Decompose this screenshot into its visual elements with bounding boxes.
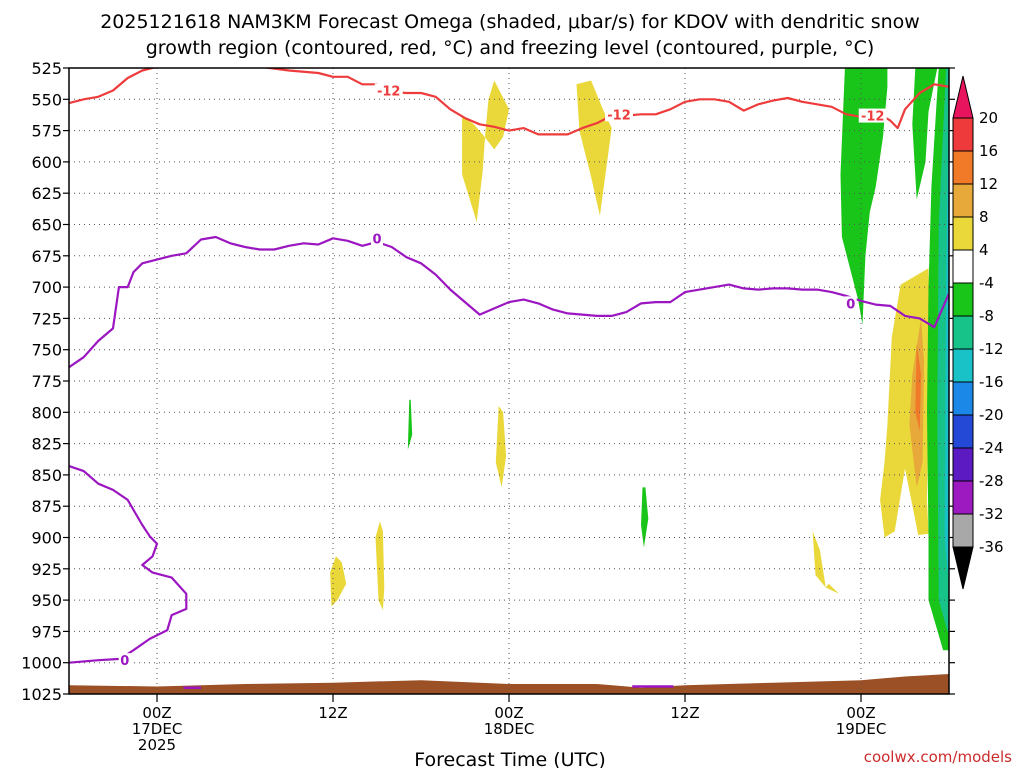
colorbar-swatch: [952, 513, 974, 548]
omega-shading: [330, 68, 949, 651]
y-tick-label: 750: [31, 341, 62, 360]
contour-label-bg: [118, 653, 131, 668]
y-tick-label: 700: [31, 278, 62, 297]
y-tick-label: 800: [31, 403, 62, 422]
colorbar: 20 16 12 8 4 -4 -8 -12 -16 -20 -24 -28 -32 -36: [952, 75, 1004, 590]
freezing-level-contour: [69, 235, 949, 369]
y-tick-label: 950: [31, 591, 62, 610]
colorbar-tick-label: -16: [979, 373, 1004, 391]
y-tick-label: 1000: [21, 654, 62, 673]
omega-shaded-region: [576, 80, 612, 216]
omega-shaded-region: [840, 68, 888, 325]
x-axis-label: Forecast Time (UTC): [414, 749, 605, 768]
omega-shaded-region: [825, 583, 839, 594]
colorbar-tick-label: -28: [979, 472, 1004, 490]
y-tick-label: 1025: [21, 685, 62, 704]
y-tick-label: 825: [31, 435, 62, 454]
x-tick-label: 00Z: [494, 704, 523, 722]
colorbar-tick-label: 4: [979, 241, 989, 259]
contour-label: 0: [372, 232, 381, 247]
chart-title-line1: 2025121618 NAM3KM Forecast Omega (shaded…: [100, 11, 920, 33]
x-tick-label: 17DEC: [132, 720, 183, 738]
colorbar-tick-label: -32: [979, 505, 1004, 523]
colorbar-swatch: [952, 183, 974, 218]
colorbar-tick-label: 8: [979, 208, 989, 226]
omega-shaded-region: [495, 406, 507, 488]
x-tick-label: 19DEC: [836, 720, 887, 738]
y-tick-label: 650: [31, 216, 62, 235]
y-tick-label: 775: [31, 372, 62, 391]
y-tick-label: 600: [31, 153, 62, 172]
colorbar-swatch: [952, 117, 974, 152]
credit-text: coolwx.com/models: [864, 748, 1012, 766]
omega-shaded-region: [944, 68, 949, 588]
colorbar-tick-label: -12: [979, 340, 1004, 358]
y-tick-label: 975: [31, 622, 62, 641]
contour-label: 0: [846, 297, 855, 312]
colorbar-swatch: [952, 414, 974, 449]
colorbar-swatch: [952, 315, 974, 350]
contour-label-bg: [605, 107, 633, 122]
contour-label-bg: [374, 83, 403, 98]
omega-shaded-region: [462, 80, 509, 222]
colorbar-tick-label: -24: [979, 439, 1004, 457]
x-tick-label: 00Z: [846, 704, 875, 722]
colorbar-bottom-arrow: [952, 546, 974, 590]
y-tick-label: 575: [31, 122, 62, 141]
contour-label: -12: [861, 110, 885, 125]
colorbar-tick-label: -36: [979, 538, 1004, 556]
colorbar-swatch: [952, 150, 974, 185]
colorbar-swatch: [952, 249, 974, 284]
colorbar-tick-label: -8: [979, 307, 994, 325]
x-tick-label: 2025: [138, 736, 176, 754]
contour-label-bg: [858, 108, 887, 123]
omega-shaded-region: [641, 487, 649, 548]
colorbar-swatch: [952, 282, 974, 317]
omega-shaded-region: [407, 399, 413, 450]
x-tick-label: 12Z: [670, 704, 699, 722]
colorbar-swatch: [952, 381, 974, 416]
freezing-level-contour: [69, 465, 188, 664]
colorbar-tick-label: 12: [979, 175, 998, 193]
contour-label: -12: [377, 85, 401, 100]
colorbar-swatch: [952, 348, 974, 383]
colorbar-swatch: [952, 480, 974, 515]
y-tick-label: 525: [31, 59, 62, 78]
contour-label-bg: [371, 231, 383, 246]
omega-shaded-region: [375, 521, 385, 611]
x-tick-label: 12Z: [318, 704, 347, 722]
contour-layer: -12 -12 -12 0 0 0: [69, 68, 949, 669]
y-axis: 525 550 575 600 625 650 675 700 725 750 775 800 825 8…: [21, 59, 955, 704]
omega-shaded-region: [912, 68, 938, 200]
y-tick-label: 850: [31, 466, 62, 485]
y-tick-label: 875: [31, 497, 62, 516]
colorbar-swatch: [952, 447, 974, 482]
omega-shaded-region: [915, 343, 922, 432]
x-tick-label: 18DEC: [484, 720, 535, 738]
y-tick-label: 625: [31, 184, 62, 203]
contour-label-bg: [844, 296, 857, 311]
x-tick-label: 00Z: [142, 704, 171, 722]
contour-label: -12: [607, 108, 631, 123]
omega-shaded-region: [812, 531, 826, 588]
y-tick-label: 925: [31, 560, 62, 579]
dgz-minus12-contour: [69, 68, 949, 136]
colorbar-tick-label: -4: [979, 274, 994, 292]
colorbar-swatch: [952, 216, 974, 251]
colorbar-tick-label: -20: [979, 406, 1004, 424]
y-tick-label: 675: [31, 247, 62, 266]
y-tick-label: 900: [31, 529, 62, 548]
y-tick-label: 550: [31, 90, 62, 109]
contour-label: 0: [120, 654, 129, 669]
colorbar-tick-label: 16: [979, 142, 998, 160]
y-tick-label: 725: [31, 309, 62, 328]
chart-title-line2: growth region (contoured, red, °C) and f…: [146, 37, 875, 59]
colorbar-tick-label: 20: [979, 109, 998, 127]
